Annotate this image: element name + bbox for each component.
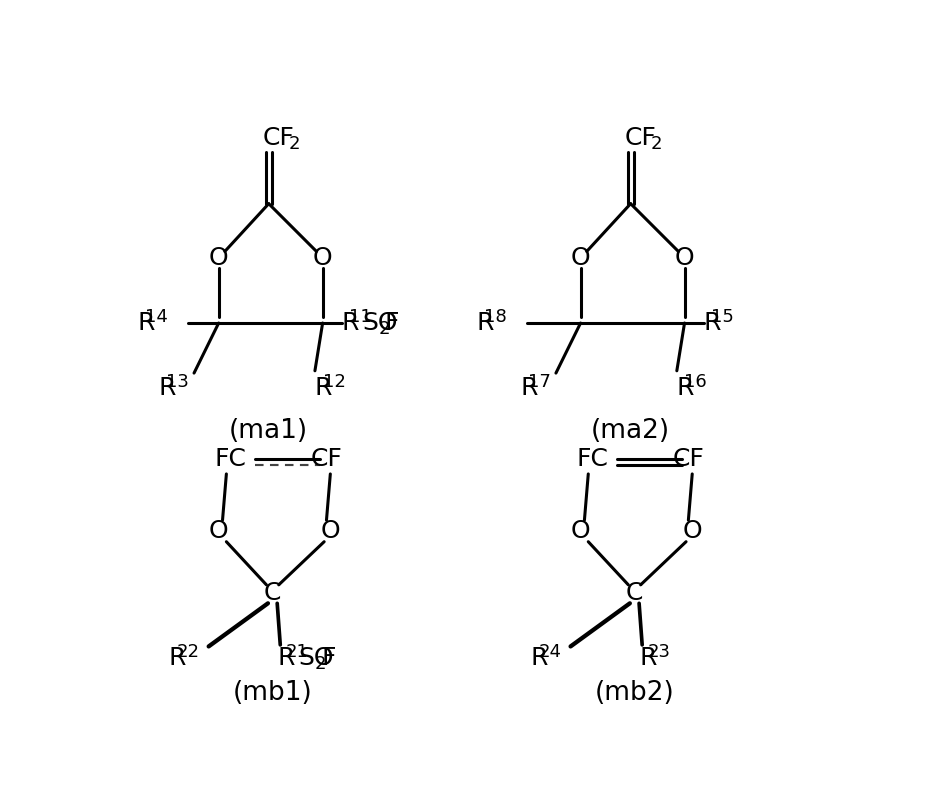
Text: SO: SO — [362, 311, 397, 335]
Text: 14: 14 — [145, 308, 168, 326]
Text: R: R — [677, 376, 694, 400]
Text: O: O — [674, 245, 695, 269]
Text: 2: 2 — [379, 320, 391, 338]
Text: 2: 2 — [651, 135, 662, 153]
Text: 15: 15 — [711, 308, 735, 326]
Text: CF: CF — [311, 447, 342, 471]
Text: R: R — [168, 646, 186, 670]
Text: O: O — [209, 245, 229, 269]
Text: 22: 22 — [177, 642, 199, 661]
Text: FC: FC — [214, 447, 246, 471]
Text: FC: FC — [577, 447, 608, 471]
Text: O: O — [571, 245, 591, 269]
Text: SO: SO — [299, 646, 334, 670]
Text: C: C — [264, 581, 281, 605]
Text: 24: 24 — [538, 642, 561, 661]
Text: 2: 2 — [315, 655, 326, 674]
Text: (ma1): (ma1) — [229, 418, 308, 443]
Text: 21: 21 — [286, 642, 309, 661]
Text: CF: CF — [262, 126, 295, 150]
Text: 16: 16 — [684, 373, 707, 392]
Text: 17: 17 — [528, 373, 551, 392]
Text: R: R — [159, 376, 176, 400]
Text: F: F — [385, 311, 400, 335]
Text: (ma2): (ma2) — [591, 418, 671, 443]
Text: C: C — [626, 581, 644, 605]
Text: R: R — [704, 311, 721, 335]
Text: R: R — [278, 646, 296, 670]
Text: R: R — [342, 311, 359, 335]
Text: O: O — [683, 519, 702, 543]
Text: R: R — [530, 646, 548, 670]
Text: R: R — [640, 646, 658, 670]
Text: O: O — [312, 245, 332, 269]
Text: R: R — [477, 311, 494, 335]
Text: CF: CF — [672, 447, 704, 471]
Text: (mb1): (mb1) — [232, 680, 312, 706]
Text: R: R — [315, 376, 332, 400]
Text: 2: 2 — [288, 135, 300, 153]
Text: O: O — [321, 519, 340, 543]
Text: R: R — [138, 311, 155, 335]
Text: 13: 13 — [166, 373, 189, 392]
Text: 11: 11 — [350, 308, 372, 326]
Text: R: R — [521, 376, 538, 400]
Text: (mb2): (mb2) — [594, 680, 674, 706]
Text: O: O — [209, 519, 229, 543]
Text: CF: CF — [624, 126, 657, 150]
Text: O: O — [571, 519, 591, 543]
Text: 18: 18 — [485, 308, 507, 326]
Text: F: F — [321, 646, 336, 670]
Text: 12: 12 — [323, 373, 345, 392]
Text: 23: 23 — [647, 642, 671, 661]
